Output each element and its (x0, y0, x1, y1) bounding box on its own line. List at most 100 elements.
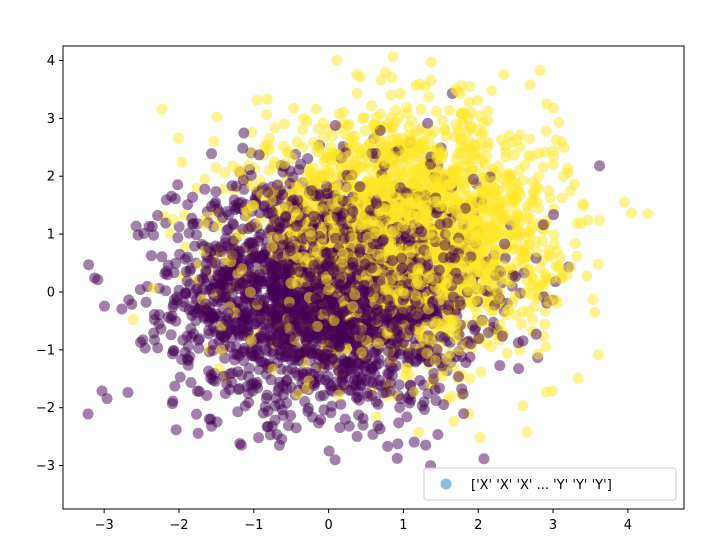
scatter-point (187, 305, 199, 317)
scatter-point (464, 351, 476, 363)
scatter-point (447, 291, 459, 303)
scatter-point (292, 388, 304, 400)
scatter-point (569, 237, 581, 249)
scatter-point (322, 257, 334, 269)
scatter-point (362, 231, 374, 243)
scatter-point (454, 299, 466, 311)
scatter-point (185, 377, 197, 389)
scatter-point (222, 307, 234, 319)
scatter-point (292, 354, 304, 366)
scatter-point (473, 332, 485, 344)
scatter-point (389, 154, 401, 166)
scatter-point (492, 293, 504, 305)
scatter-point (375, 253, 387, 265)
scatter-point (307, 137, 319, 149)
scatter-point (351, 374, 363, 386)
scatter-point (296, 300, 308, 312)
scatter-point (359, 125, 371, 137)
scatter-point (589, 306, 601, 318)
scatter-point (593, 214, 605, 226)
scatter-point (547, 158, 559, 170)
scatter-point (443, 299, 455, 311)
scatter-point (504, 171, 516, 183)
scatter-point (564, 185, 576, 197)
scatter-point (262, 186, 274, 198)
scatter-point (203, 242, 215, 254)
scatter-point (268, 213, 280, 225)
scatter-point (459, 184, 471, 196)
scatter-point (458, 408, 470, 420)
scatter-point (494, 319, 506, 331)
scatter-point (451, 206, 463, 218)
scatter-point (265, 374, 277, 386)
scatter-point (288, 313, 300, 325)
scatter-point (302, 313, 314, 325)
scatter-point (335, 398, 347, 410)
scatter-point (501, 347, 513, 359)
scatter-point (302, 402, 314, 414)
scatter-point (356, 113, 368, 124)
scatter-point (498, 203, 510, 215)
scatter-point (238, 355, 250, 367)
scatter-point (321, 348, 333, 360)
scatter-point (429, 355, 441, 367)
scatter-point (246, 350, 258, 362)
scatter-point (394, 348, 406, 360)
scatter-point (96, 385, 108, 397)
scatter-point (524, 133, 536, 145)
scatter-point (523, 238, 535, 250)
scatter-point (488, 182, 500, 194)
scatter-point (338, 233, 350, 245)
scatter-point (385, 89, 397, 101)
scatter-point (387, 134, 399, 146)
scatter-point (432, 428, 444, 440)
scatter-point (220, 232, 232, 244)
scatter-point (396, 252, 408, 264)
scatter-point (156, 251, 168, 263)
scatter-point (333, 307, 345, 319)
scatter-point (276, 433, 288, 445)
scatter-point (156, 103, 168, 115)
scatter-point (371, 378, 383, 390)
scatter-point (448, 415, 460, 427)
scatter-point (263, 143, 275, 155)
scatter-point (192, 334, 204, 346)
scatter-point (244, 286, 256, 298)
scatter-point (425, 56, 437, 68)
scatter-point (465, 229, 477, 241)
scatter-point (463, 96, 475, 108)
scatter-point (519, 248, 531, 260)
scatter-point (224, 368, 236, 380)
scatter-point (351, 69, 363, 81)
scatter-point (331, 171, 343, 183)
scatter-point (98, 300, 110, 312)
scatter-point (465, 107, 477, 119)
scatter-point (199, 173, 211, 185)
scatter-point (287, 152, 299, 164)
scatter-point (450, 83, 462, 95)
scatter-point (431, 175, 443, 187)
scatter-point (277, 410, 289, 422)
scatter-point (391, 314, 403, 326)
scatter-point (280, 210, 292, 222)
scatter-point (539, 271, 551, 283)
scatter-point (537, 161, 549, 173)
scatter-point (492, 160, 504, 172)
scatter-point (412, 264, 424, 276)
scatter-point (122, 386, 134, 398)
scatter-point (335, 325, 347, 337)
scatter-point (130, 220, 142, 232)
scatter-point (184, 265, 196, 277)
scatter-point (371, 313, 383, 325)
scatter-point (408, 436, 420, 448)
scatter-point (318, 404, 330, 416)
scatter-points (82, 51, 654, 472)
scatter-point (311, 146, 323, 158)
scatter-point (306, 185, 318, 197)
scatter-point (446, 390, 458, 402)
scatter-point (540, 341, 552, 353)
scatter-point (472, 185, 484, 197)
scatter-point (254, 174, 266, 186)
scatter-point (243, 238, 255, 250)
scatter-point (217, 291, 229, 303)
